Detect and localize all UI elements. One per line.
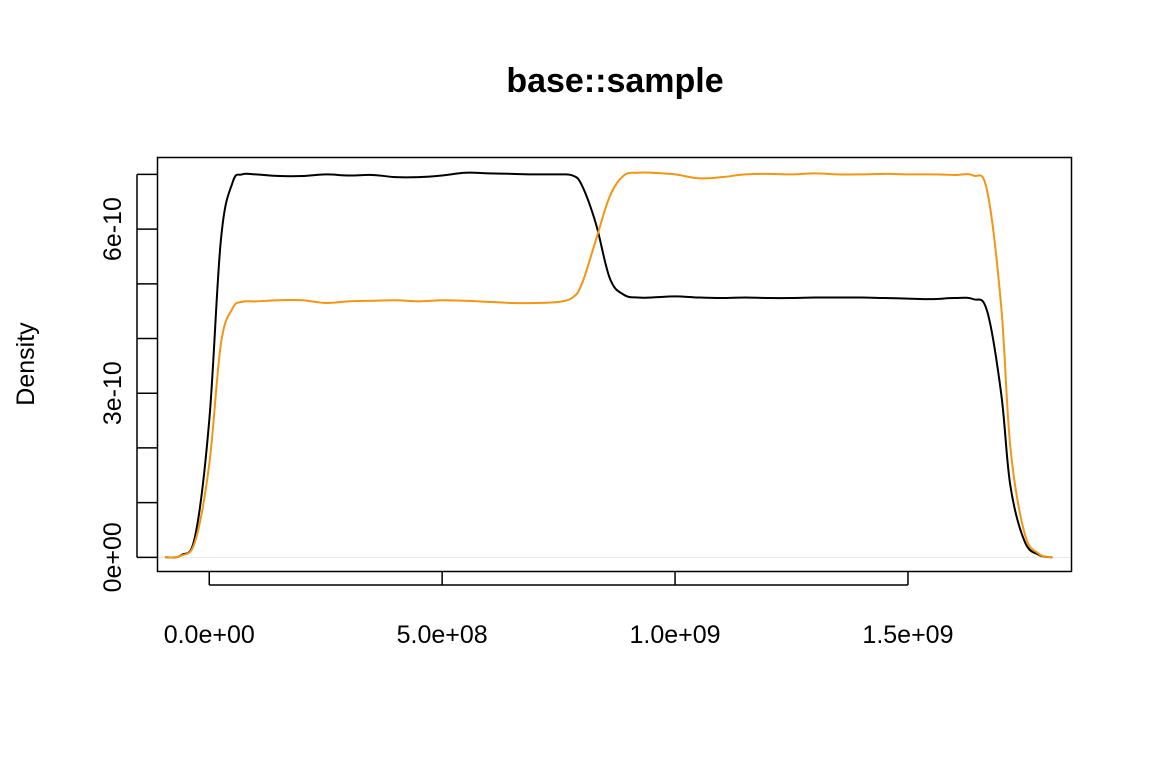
x-tick-label: 1.5e+09 <box>862 621 953 649</box>
series-layer <box>164 171 1053 559</box>
chart-title: base::sample <box>506 62 723 100</box>
series-line-black <box>164 171 1053 559</box>
x-tick-label: 5.0e+08 <box>397 621 488 649</box>
x-tick-label: 0.0e+00 <box>164 621 255 649</box>
y-tick-label: 3e-10 <box>99 361 127 425</box>
y-tick-label: 0e+00 <box>99 522 127 592</box>
x-tick-label: 1.0e+09 <box>630 621 721 649</box>
y-axis: 0e+00 3e-10 6e-10 <box>99 173 157 592</box>
y-axis-label: Density <box>12 322 40 406</box>
series-line-orange <box>164 171 1053 559</box>
x-axis: 0.0e+00 5.0e+08 1.0e+09 1.5e+09 <box>164 571 954 649</box>
y-tick-label: 6e-10 <box>99 197 127 261</box>
plot-frame <box>156 156 1073 573</box>
